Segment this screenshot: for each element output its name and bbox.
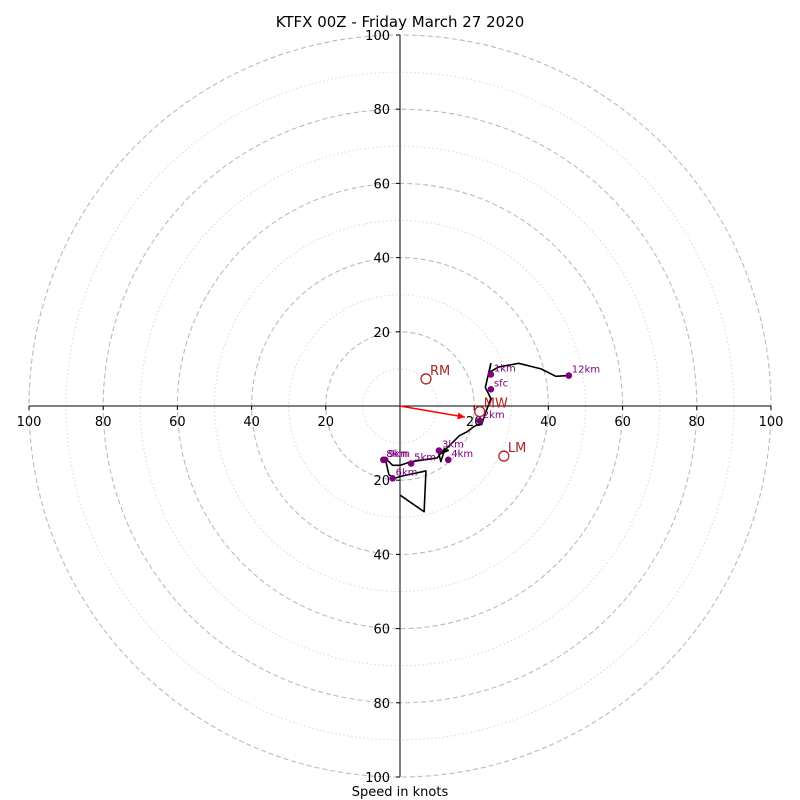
hodograph-lower-line [384,363,492,513]
height-marker-label: 6km [396,467,418,478]
y-tick-label: 80 [373,103,390,118]
height-marker-point [381,456,389,464]
y-tick-label: 40 [373,548,390,563]
height-marker-label: 3km [442,440,464,451]
height-marker-label: 2km [483,410,505,421]
chart-title: KTFX 00Z - Friday March 27 2020 [276,13,525,31]
height-marker-point [407,460,415,467]
storm-motion-markers: RM LM MW [420,364,526,462]
height-marker-point [565,372,573,379]
x-tick-label: 40 [540,415,557,430]
x-tick-label: 60 [614,415,631,430]
height-marker-label: sfc [494,378,508,389]
hodograph-trace [384,362,569,513]
y-tick-label: 40 [373,252,390,267]
height-marker-label: 8km [386,449,408,460]
x-tick-label: 40 [243,415,260,430]
x-tick-label: 80 [95,415,112,430]
x-tick-label: 60 [169,415,186,430]
height-marker-label: 9km [388,449,410,460]
y-tick-label: 60 [373,623,390,638]
x-tick-label: 20 [318,415,335,430]
height-marker-label: 4km [451,449,473,460]
height-marker-point [435,447,443,454]
x-tick-label: 80 [689,415,706,430]
bunkers-vector-line [399,405,466,418]
x-tick-label: 100 [759,415,784,430]
storm-motion-marker [474,405,486,418]
storm-motion-marker [498,450,510,462]
y-tick-label: 60 [373,177,390,192]
bunkers-vector-arrowhead [457,412,465,420]
height-marker-label: 12km [572,365,600,376]
storm-motion-label: MW [484,397,508,412]
height-marker-label: 1km [494,363,516,374]
y-tick-label: 100 [365,771,390,786]
x-tick-label: 100 [17,415,42,430]
tick-labels: 100 80 60 40 20 20 40 60 80 100204060801002040608… [17,29,784,786]
storm-motion-label: LM [508,441,526,456]
height-marker-label: 5km [414,453,436,464]
storm-motion-label: RM [430,364,450,379]
y-tick-label: 100 [365,29,390,44]
height-marker-point [487,386,495,393]
x-axis-label: Speed in knots [352,785,449,800]
storm-motion-marker [420,373,432,385]
height-marker-point [487,371,495,378]
height-marker-point [444,456,452,464]
height-marker-point [389,475,396,482]
y-tick-label: 20 [373,326,390,341]
y-tick-label: 20 [373,474,390,489]
height-marker-point [476,417,484,425]
y-tick-label: 80 [373,697,390,712]
bunkers-vector [399,405,466,420]
